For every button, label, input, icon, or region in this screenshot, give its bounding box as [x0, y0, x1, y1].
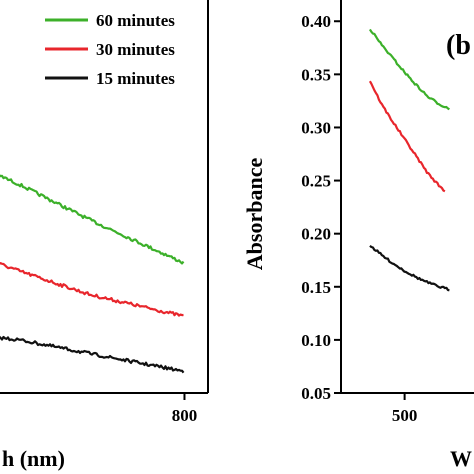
series-line-60-minutes [368, 28, 450, 111]
series-line-15-minutes [0, 335, 185, 374]
left-x-ticks: 700800 [172, 393, 198, 425]
y-tick-label: 0.40 [301, 12, 331, 31]
right-y-ticks: 0.05 0.10 0.15 0.20 0.25 0.30 0.35 0.40 [301, 12, 341, 403]
legend-label: 15 minutes [96, 69, 175, 88]
series-line-30-minutes [368, 80, 446, 193]
series-line-60-minutes [0, 174, 185, 265]
y-tick-label: 0.15 [301, 278, 331, 297]
right-x-ticks: 500 [392, 393, 418, 425]
left-x-axis-title: h (nm) [2, 446, 65, 471]
legend-label: 30 minutes [96, 40, 175, 59]
right-y-axis-title: Absorbance [242, 158, 267, 271]
legend: 60 minutes 30 minutes 15 minutes [45, 11, 175, 88]
y-tick-label: 0.30 [301, 118, 331, 137]
y-tick-label: 0.20 [301, 225, 331, 244]
y-tick-label: 0.05 [301, 384, 331, 403]
panel-label: (b [446, 30, 471, 61]
x-tick-label: 800 [172, 406, 198, 425]
legend-label: 60 minutes [96, 11, 175, 30]
left-series [0, 174, 185, 374]
right-series [368, 28, 450, 292]
series-line-30-minutes [0, 262, 184, 317]
x-tick-label: 500 [392, 406, 418, 425]
series-line-15-minutes [369, 244, 450, 292]
left-panel: 700800 h (nm) 60 minutes 30 minutes 15 min… [0, 0, 209, 471]
y-tick-label: 0.25 [301, 172, 331, 191]
y-tick-label: 0.35 [301, 65, 331, 84]
right-x-axis-title: W [450, 446, 472, 471]
y-tick-label: 0.10 [301, 331, 331, 350]
right-panel: 0.05 0.10 0.15 0.20 0.25 0.30 0.35 0.40 500 Abs… [242, 0, 474, 471]
